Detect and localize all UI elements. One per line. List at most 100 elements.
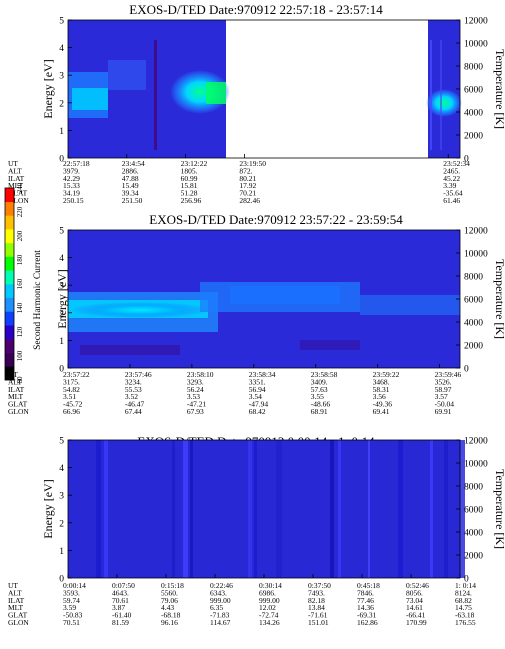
ephemeris-row-label: UT <box>8 159 18 168</box>
y-right-tick-label: 10000 <box>464 460 488 470</box>
y-right-tick-label: 4000 <box>464 529 483 539</box>
ephemeris-value: 58.97 <box>435 385 452 394</box>
ephemeris-value: 45.22 <box>443 174 460 183</box>
ephemeris-value: 3.51 <box>63 392 76 401</box>
ephemeris-row-label: UT <box>8 370 18 379</box>
ephemeris-row-label: UT <box>8 581 18 590</box>
ephemeris-value: 0:15:18 <box>161 581 184 590</box>
y-right-tick-label: 6000 <box>464 296 483 306</box>
ephemeris-value: 4643. <box>112 588 129 597</box>
colorbar-tick-label: 220 <box>16 206 24 217</box>
ephemeris-row-label: GLAT <box>8 611 28 620</box>
ephemeris-value: 70.21 <box>239 189 256 198</box>
colorbar-tick-label: 180 <box>16 254 24 265</box>
ephemeris-value: 3526. <box>435 377 452 386</box>
ephemeris-value: -71.83 <box>210 611 230 620</box>
ephemeris-value: 80.21 <box>239 174 256 183</box>
ephemeris-row-label: ILAT <box>8 596 25 605</box>
ephemeris-value: 23:4:54 <box>122 159 145 168</box>
panel-3: EXOS-D/TED Date:970913 0:00:14 - 1: 0:14… <box>8 434 505 627</box>
ephemeris-value: 0:00:14 <box>63 581 86 590</box>
ephemeris-value: -66.41 <box>406 611 426 620</box>
ephemeris-value: 151.01 <box>308 618 329 627</box>
y-right-tick-label: 0 <box>464 365 469 375</box>
ephemeris-value: 3351. <box>249 377 266 386</box>
ephemeris-value: 170.99 <box>406 618 427 627</box>
y-right-tick-label: 8000 <box>464 483 483 493</box>
panel-2-ylabel: Energy [eV] <box>55 269 69 328</box>
ephemeris-value: 68.91 <box>311 407 328 416</box>
ephemeris-value: 3.53 <box>187 392 200 401</box>
spectrogram-streak <box>430 440 433 578</box>
ephemeris-value: -35.64 <box>443 189 463 198</box>
ephemeris-row-label: MLT <box>8 392 24 401</box>
y-tick-label: 5 <box>59 227 64 237</box>
y-tick-label: 0 <box>59 575 64 585</box>
colorbar-swatch <box>5 201 14 216</box>
panel-2-spectrogram <box>68 230 460 368</box>
ephemeris-value: 3979. <box>63 166 80 175</box>
ephemeris-value: 66.96 <box>63 407 80 416</box>
colorbar-tick-label: 80 <box>16 376 24 384</box>
ephemeris-value: 55.53 <box>125 385 142 394</box>
colorbar-tick-label: 200 <box>16 230 24 241</box>
ephemeris-row-label: ALT <box>8 166 22 175</box>
ephemeris-value: 23:12:22 <box>181 159 208 168</box>
panel-1-ephemeris: UTALTILATMLTGLATGLON22:57:183979.42.2915… <box>8 154 470 205</box>
colorbar-swatches <box>5 188 14 381</box>
ephemeris-value: -50.83 <box>63 611 83 620</box>
y-right-tick-label: 6000 <box>464 86 483 96</box>
y-tick-label: 5 <box>59 437 64 447</box>
ephemeris-value: 2886. <box>122 166 139 175</box>
ephemeris-value: 5560. <box>161 588 178 597</box>
spectrogram-streak <box>254 440 257 578</box>
colorbar-swatch <box>5 297 14 312</box>
ephemeris-value: 3409. <box>311 377 328 386</box>
ephemeris-value: 14.61 <box>406 603 423 612</box>
ephemeris-value: 77.46 <box>357 596 374 605</box>
ephemeris-value: 3.87 <box>112 603 125 612</box>
ephemeris-value: -47.94 <box>249 400 269 409</box>
ephemeris-value: 3175. <box>63 377 80 386</box>
ephemeris-value: 3234. <box>125 377 142 386</box>
ephemeris-value: 15.81 <box>181 181 198 190</box>
y-right-tick-label: 4000 <box>464 319 483 329</box>
ephemeris-value: 0:52:46 <box>406 581 429 590</box>
ephemeris-value: 872. <box>239 166 252 175</box>
y-tick-label: 4 <box>59 254 64 264</box>
ephemeris-value: 69.91 <box>435 407 452 416</box>
ephemeris-value: 2465. <box>443 166 460 175</box>
spectrogram-streak <box>338 440 341 578</box>
ephemeris-value: 6343. <box>210 588 227 597</box>
y-right-tick-label: 2000 <box>464 552 483 562</box>
y-tick-label: 1 <box>59 337 64 347</box>
y-right-tick-label: 12000 <box>464 227 488 237</box>
y-tick-label: 2 <box>59 519 64 529</box>
y-right-tick-label: 12000 <box>464 437 488 447</box>
y-tick-label: 2 <box>59 309 64 319</box>
panel-1-title: EXOS-D/TED Date:970912 22:57:18 - 23:57:… <box>129 2 383 17</box>
colorbar-tick-label: 160 <box>16 278 24 289</box>
colorbar-tick-label: 240 <box>16 182 24 193</box>
ephemeris-value: 67.44 <box>125 407 142 416</box>
ephemeris-row-label: GLAT <box>8 400 28 409</box>
spectrogram-streak <box>330 440 334 578</box>
colorbar-swatch <box>5 284 14 299</box>
colorbar-swatch <box>5 242 14 257</box>
ephemeris-value: -46.47 <box>125 400 145 409</box>
spectrogram-streak <box>276 440 282 578</box>
y-right-tick-label: 2000 <box>464 132 483 142</box>
ephemeris-value: 14.75 <box>455 603 472 612</box>
ephemeris-value: 67.93 <box>187 407 204 416</box>
ephemeris-value: 14.36 <box>357 603 374 612</box>
ephemeris-value: 22:57:18 <box>63 159 90 168</box>
y-tick-label: 3 <box>59 282 64 292</box>
y-right-tick-label: 6000 <box>464 506 483 516</box>
ephemeris-value: 0:45:18 <box>357 581 380 590</box>
ephemeris-value: 70.51 <box>63 618 80 627</box>
spectrogram-streak <box>248 440 252 578</box>
ephemeris-value: -68.18 <box>161 611 181 620</box>
ephemeris-value: 256.96 <box>181 196 202 205</box>
